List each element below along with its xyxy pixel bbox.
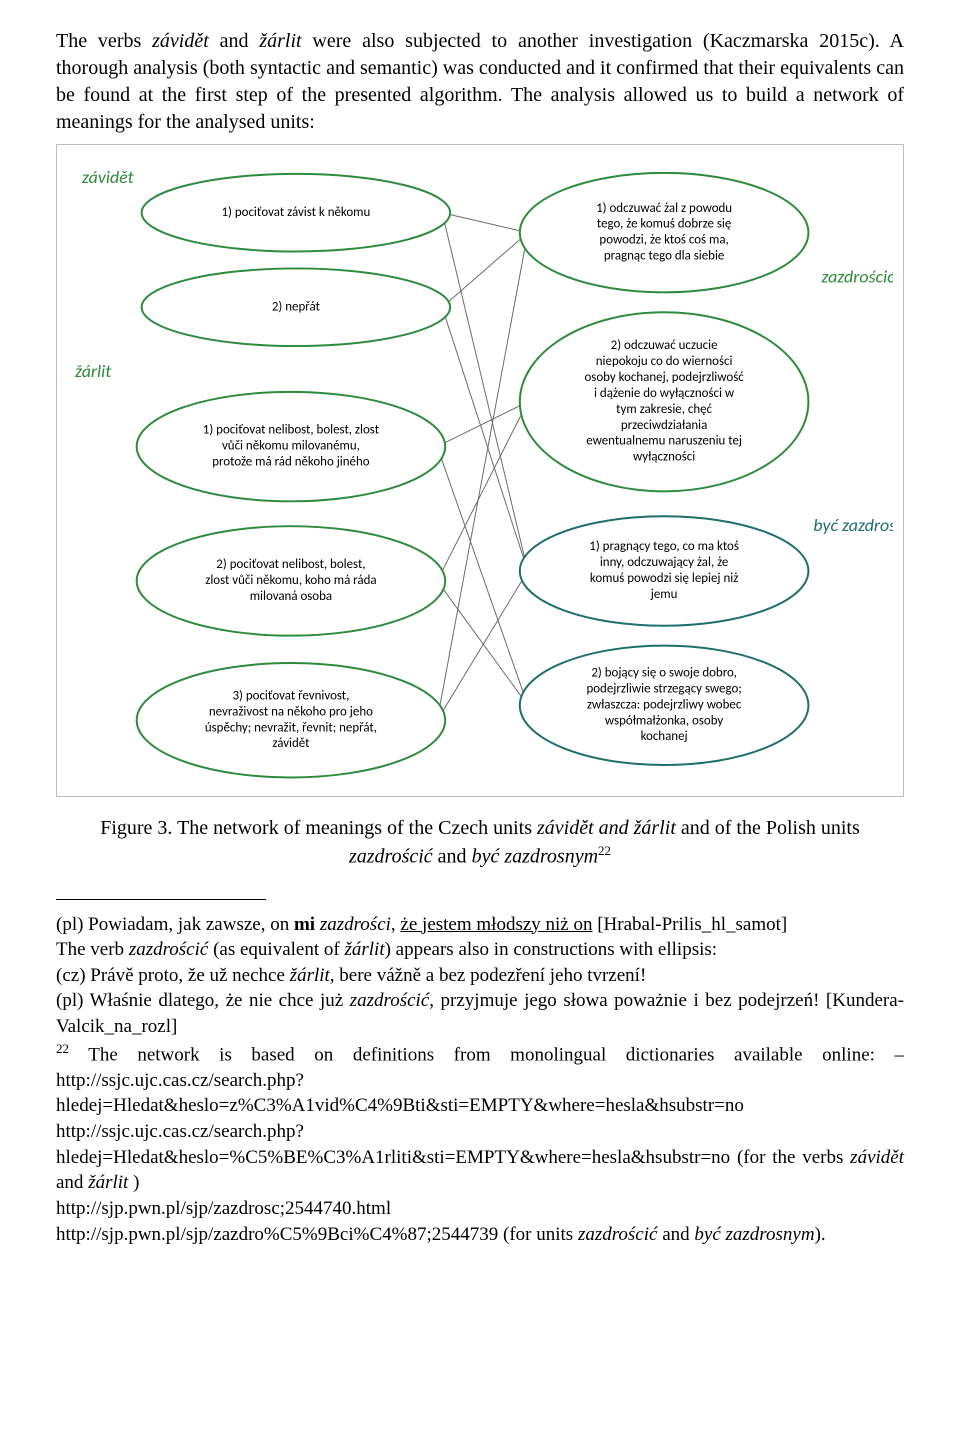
svg-text:wyłączności: wyłączności <box>633 450 695 465</box>
text-italic: zazdrościć <box>129 939 209 960</box>
text-italic: zazdrościć <box>578 1224 658 1245</box>
svg-text:ewentualnemu naruszeniu tej: ewentualnemu naruszeniu tej <box>586 434 742 449</box>
text-italic: zazdrościć <box>349 846 433 868</box>
text-italic: žárlit <box>259 30 301 52</box>
svg-text:jemu: jemu <box>650 587 678 602</box>
text-bold: mi <box>294 914 315 935</box>
svg-text:1) pociťovat nelibost, bolest,: 1) pociťovat nelibost, bolest, zlost <box>203 423 380 438</box>
node-r2: 2) odczuwać uczucieniepokoju co do wiern… <box>520 312 809 491</box>
node-r1: 1) odczuwać żal z powodutego, że komuś d… <box>520 173 809 292</box>
figure-frame: 1) pociťovat závist k někomu 2) nepřát 1) … <box>56 144 904 797</box>
svg-text:1) odczuwać żal z powodu: 1) odczuwać żal z powodu <box>596 201 732 216</box>
text: The verbs <box>56 30 152 52</box>
text-italic: žárlit <box>290 965 330 986</box>
node-j2: 2) pociťovat nelibost, bolest,zlost vůči… <box>137 526 446 635</box>
group-label-byc: być zazdrosny <box>813 514 893 536</box>
svg-text:2) odczuwać uczucie: 2) odczuwać uczucie <box>611 338 718 353</box>
group-label-zazdroscic: zazdrościć <box>821 265 893 287</box>
node-r4: 2) bojący się o swoje dobro,podejrzliwie… <box>520 646 809 765</box>
svg-text:vůči někomu milovanému,: vůči někomu milovanému, <box>222 439 360 454</box>
body-paragraph: The verbs závidět and žárlit were also s… <box>56 28 904 136</box>
svg-text:powodzi, że ktoś coś ma,: powodzi, że ktoś coś ma, <box>599 233 728 248</box>
text-underline: że jestem młodszy niż on <box>400 914 592 935</box>
group-label-zarlit: žárlit <box>75 360 112 382</box>
text: , bere vážně a bez podezření jeho tvrzen… <box>330 965 647 986</box>
text: ). <box>815 1224 826 1245</box>
text: and <box>209 30 260 52</box>
text-italic: žárlit <box>344 939 384 960</box>
text-italic: zazdrości <box>320 914 391 935</box>
svg-text:protože má rád někoho jiného: protože má rád někoho jiného <box>212 455 370 470</box>
text: http://sjp.pwn.pl/sjp/zazdrosc;2544740.h… <box>56 1198 391 1219</box>
svg-text:inny, odczuwający żal, że: inny, odczuwający żal, że <box>600 555 729 570</box>
svg-text:niepokoju co do wierności: niepokoju co do wierności <box>596 354 733 369</box>
text: (as equivalent of <box>208 939 344 960</box>
svg-text:1) pragnący tego, co ma ktoś: 1) pragnący tego, co ma ktoś <box>589 539 739 554</box>
node-j1: 1) pociťovat nelibost, bolest, zlostvůči… <box>137 392 446 501</box>
text-italic: zazdrościć <box>350 990 430 1011</box>
text: ) appears also in constructions with ell… <box>385 939 717 960</box>
edges <box>437 213 528 721</box>
svg-text:3) pociťovat řevnivost,: 3) pociťovat řevnivost, <box>232 688 349 703</box>
svg-text:i dążenie do wyłączności w: i dążenie do wyłączności w <box>594 386 735 401</box>
text-italic: być zazdrosnym <box>694 1224 814 1245</box>
text: ) <box>128 1172 139 1193</box>
footnote-separator <box>56 899 266 900</box>
text: and <box>657 1224 694 1245</box>
text-italic: być zazdrosnym <box>472 846 598 868</box>
text-italic: závidět <box>850 1147 904 1168</box>
svg-text:komuś powodzi się lepiej niż: komuś powodzi się lepiej niż <box>590 571 738 586</box>
svg-text:osoby kochanej, podejrzliwość: osoby kochanej, podejrzliwość <box>584 370 744 385</box>
text: The network is based on definitions from… <box>56 1044 904 1116</box>
svg-text:1) pociťovat závist k někomu: 1) pociťovat závist k někomu <box>221 205 370 220</box>
figure-caption: Figure 3. The network of meanings of the… <box>56 815 904 871</box>
node-z2: 2) nepřát <box>142 268 451 346</box>
svg-text:podejrzliwie strzegący swego;: podejrzliwie strzegący swego; <box>586 681 741 696</box>
footnote-ref: 22 <box>598 843 611 858</box>
text: , <box>391 914 401 935</box>
group-label-zavidet: závidět <box>82 166 135 188</box>
svg-text:milovaná osoba: milovaná osoba <box>250 589 332 604</box>
text: Figure 3. The network of meanings of the… <box>100 817 537 839</box>
text: http://sjp.pwn.pl/sjp/zazdro%C5%9Bci%C4%… <box>56 1224 578 1245</box>
node-z1: 1) pociťovat závist k někomu <box>142 174 451 252</box>
svg-text:przeciwdziałania: przeciwdziałania <box>621 418 707 433</box>
svg-text:zwłaszcza: podejrzliwy wobec: zwłaszcza: podejrzliwy wobec <box>587 697 742 712</box>
text-italic: závidět <box>152 30 209 52</box>
svg-text:współmałżonka, osoby: współmałżonka, osoby <box>605 713 724 728</box>
footnote-number: 22 <box>56 1041 69 1056</box>
svg-text:2) pociťovat nelibost, bolest,: 2) pociťovat nelibost, bolest, <box>216 557 365 572</box>
text: and of the Polish units <box>676 817 860 839</box>
svg-text:2) nepřát: 2) nepřát <box>272 299 321 314</box>
text-italic: závidět and žárlit <box>537 817 676 839</box>
text: and <box>433 846 472 868</box>
text-italic: žárlit <box>88 1172 128 1193</box>
svg-text:zlost vůči někomu, koho má rád: zlost vůči někomu, koho má ráda <box>205 573 376 588</box>
text: (pl) Właśnie dlatego, że nie chce już <box>56 990 350 1011</box>
text: [Hrabal-Prilis_hl_samot] <box>592 914 787 935</box>
svg-text:závidět: závidět <box>272 736 310 751</box>
svg-text:nevraživost na někoho pro jeho: nevraživost na někoho pro jeho <box>209 704 373 719</box>
footnote-block: (pl) Powiadam, jak zawsze, on mi zazdroś… <box>56 912 904 1248</box>
text: (cz) Právě proto, že už nechce <box>56 965 290 986</box>
node-r3: 1) pragnący tego, co ma ktośinny, odczuw… <box>520 516 809 625</box>
svg-text:úspěchy; nevražit, řevnit; nep: úspěchy; nevražit, řevnit; nepřát, <box>205 720 377 735</box>
text: and <box>56 1172 88 1193</box>
node-j3: 3) pociťovat řevnivost,nevraživost na ně… <box>137 663 446 777</box>
text: The verb <box>56 939 129 960</box>
svg-text:tym zakresie, chęć: tym zakresie, chęć <box>616 402 712 417</box>
svg-text:2) bojący się o swoje dobro,: 2) bojący się o swoje dobro, <box>591 666 736 681</box>
text: (pl) Powiadam, jak zawsze, on <box>56 914 294 935</box>
text: http://ssjc.ujc.cas.cz/search.php?hledej… <box>56 1121 850 1168</box>
network-diagram: 1) pociťovat závist k někomu 2) nepřát 1) … <box>67 153 893 790</box>
svg-text:tego, że komuś dobrze się: tego, że komuś dobrze się <box>597 217 731 232</box>
svg-text:kochanej: kochanej <box>641 729 688 744</box>
svg-text:pragnąc tego dla siebie: pragnąc tego dla siebie <box>604 249 725 264</box>
